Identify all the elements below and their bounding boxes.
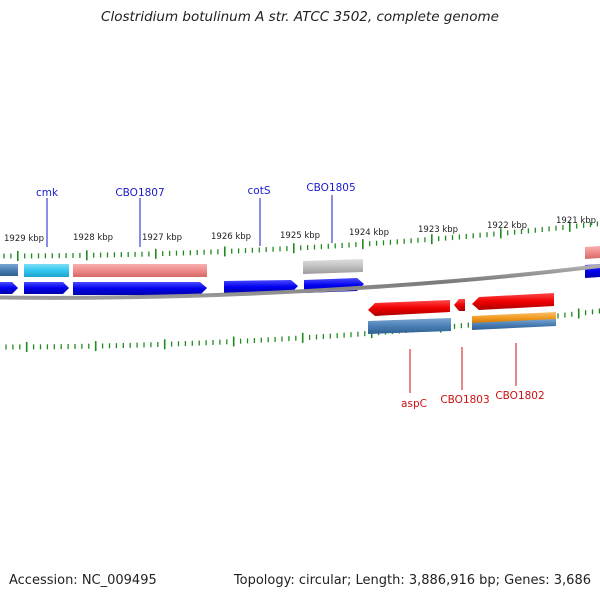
genome-backbone: [0, 264, 600, 300]
genome-title: Clostridium botulinum A str. ATCC 3502, …: [101, 9, 499, 25]
scale-label-1928: 1928 kbp: [73, 233, 113, 243]
forward-cds-track: [0, 246, 600, 277]
reverse-cds-track: [368, 312, 556, 334]
scale-label-1929: 1929 kbp: [4, 234, 44, 244]
scale-labels: 1929 kbp 1928 kbp 1927 kbp 1926 kbp 1925…: [4, 216, 596, 244]
gene-arrow-cbo1803[interactable]: [454, 299, 465, 311]
reverse-gene-track: [368, 293, 554, 316]
gene-arrow-cbo1802[interactable]: [472, 293, 554, 310]
forward-tick-track: [3, 221, 599, 261]
gene-label-cbo1807[interactable]: CBO1807: [115, 187, 164, 199]
gene-label-cbo1805[interactable]: CBO1805: [306, 182, 355, 194]
gene-arrow-left-edge[interactable]: [0, 282, 18, 294]
forward-gene-labels: cmk CBO1807 cotS CBO1805: [36, 182, 356, 247]
gene-label-cbo1802[interactable]: CBO1802: [495, 390, 544, 402]
cds-feature-bar[interactable]: [0, 264, 18, 276]
accession-text: Accession: NC_009495: [9, 573, 157, 588]
gene-label-cots[interactable]: cotS: [248, 185, 271, 197]
reverse-gene-labels: aspC CBO1803 CBO1802: [401, 343, 545, 410]
cds-feature-bar[interactable]: [368, 318, 451, 334]
scale-label-1925: 1925 kbp: [280, 231, 320, 241]
cds-feature-bar[interactable]: [303, 259, 363, 274]
scale-label-1923: 1923 kbp: [418, 225, 458, 235]
gene-label-cmk[interactable]: cmk: [36, 187, 59, 199]
gene-arrow-aspc[interactable]: [368, 300, 450, 316]
scale-label-1927: 1927 kbp: [142, 233, 182, 243]
cds-feature-bar[interactable]: [73, 264, 207, 277]
gene-label-aspc[interactable]: aspC: [401, 398, 427, 410]
cds-feature-bar[interactable]: [24, 264, 69, 277]
scale-label-1921: 1921 kbp: [556, 216, 596, 226]
gene-arrow-cbo1807[interactable]: [73, 282, 207, 295]
scale-label-1926: 1926 kbp: [211, 232, 251, 242]
gene-label-cbo1803[interactable]: CBO1803: [440, 394, 489, 406]
scale-label-1922: 1922 kbp: [487, 221, 527, 231]
gene-arrow-cmk[interactable]: [24, 282, 69, 294]
scale-label-1924: 1924 kbp: [349, 228, 389, 238]
cds-feature-bar[interactable]: [472, 319, 556, 330]
cds-feature-bar[interactable]: [585, 246, 600, 259]
topology-text: Topology: circular; Length: 3,886,916 bp…: [233, 573, 591, 588]
